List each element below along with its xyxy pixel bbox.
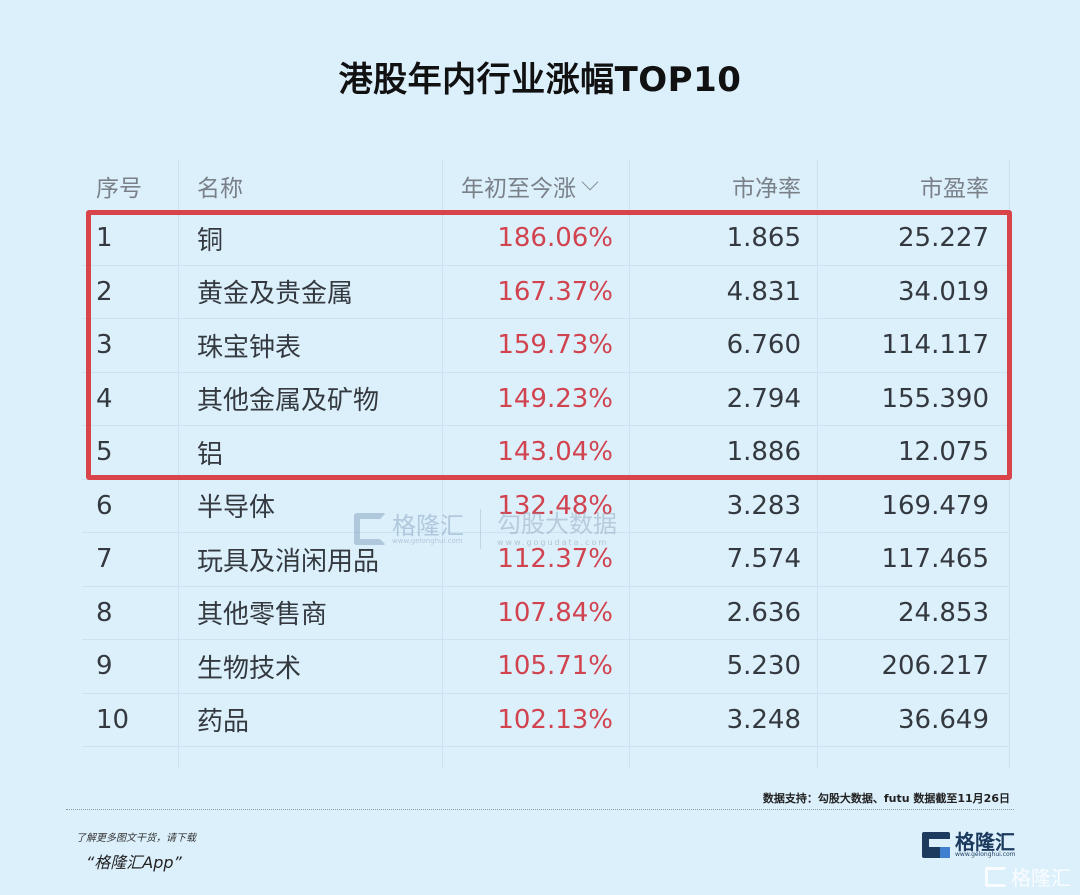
table-row[interactable]: 3 珠宝钟表 159.73% 6.760 114.117 [82,319,1010,373]
row-industry-name: 其他金属及矿物 [179,372,443,425]
promo-app-name: “格隆汇App” [86,853,182,872]
row-pb: 2.636 [630,586,818,639]
table-row[interactable]: 4 其他金属及矿物 149.23% 2.794 155.390 [82,372,1010,426]
row-pb: 6.760 [630,319,818,372]
table-row[interactable]: 8 其他零售商 107.84% 2.636 24.853 [82,586,1010,640]
row-ytd-change: 149.23% [443,372,630,425]
row-industry-name: 半导体 [179,479,443,532]
row-index: 6 [82,479,179,532]
promo-text: 了解更多图文干货，请下载 [76,833,196,844]
row-ytd-change: 102.13% [443,693,630,746]
trailer-cell [443,747,630,769]
header-name[interactable]: 名称 [179,160,443,212]
trailer-cell [630,747,818,769]
row-pb: 1.886 [630,426,818,479]
row-ytd-change: 132.48% [443,479,630,532]
row-pe: 206.217 [818,640,1010,693]
row-pe: 25.227 [818,212,1010,265]
trailer-cell [179,747,443,769]
row-pb: 5.230 [630,640,818,693]
header-pe[interactable]: 市盈率 [818,160,1010,212]
row-index: 8 [82,586,179,639]
header-pb[interactable]: 市净率 [630,160,818,212]
row-pe: 169.479 [818,479,1010,532]
header-ytd-change-label: 年初至今涨 [461,176,576,202]
header-ytd-change[interactable]: 年初至今涨 [443,160,630,212]
gelonghui-logo: 格隆汇 www.gelonghui.com [922,832,1016,858]
table-row[interactable]: 9 生物技术 105.71% 5.230 206.217 [82,640,1010,694]
row-pb: 7.574 [630,533,818,586]
row-ytd-change: 143.04% [443,426,630,479]
logo-url: www.gelonghui.com [955,851,1016,858]
row-index: 1 [82,212,179,265]
row-ytd-change: 107.84% [443,586,630,639]
row-industry-name: 生物技术 [179,640,443,693]
row-industry-name: 珠宝钟表 [179,319,443,372]
row-pb: 3.283 [630,479,818,532]
row-index: 3 [82,319,179,372]
row-ytd-change: 167.37% [443,265,630,318]
row-ytd-change: 105.71% [443,640,630,693]
ghost-watermark-logo: 格隆汇 [985,862,1071,891]
table-header-row: 序号 名称 年初至今涨 市净率 市盈率 [82,160,1010,212]
row-ytd-change: 186.06% [443,212,630,265]
row-pe: 117.465 [818,533,1010,586]
row-industry-name: 铜 [179,212,443,265]
row-pe: 34.019 [818,265,1010,318]
chevron-down-icon[interactable] [581,173,599,191]
row-pb: 1.865 [630,212,818,265]
row-industry-name: 药品 [179,693,443,746]
industry-table: 序号 名称 年初至今涨 市净率 市盈率 1 铜 186.06% 1.865 25.227… [82,160,1010,769]
row-industry-name: 铝 [179,426,443,479]
gelonghui-g-icon [922,832,950,858]
row-pb: 4.831 [630,265,818,318]
row-ytd-change: 159.73% [443,319,630,372]
row-pe: 155.390 [818,372,1010,425]
table-row[interactable]: 7 玩具及消闲用品 112.37% 7.574 117.465 [82,533,1010,587]
table-row[interactable]: 5 铝 143.04% 1.886 12.075 [82,426,1010,480]
row-pb: 3.248 [630,693,818,746]
row-index: 9 [82,640,179,693]
row-index: 2 [82,265,179,318]
table-trailer-row [82,747,1010,769]
footer-divider [66,809,1014,810]
trailer-cell [82,747,179,769]
page-title: 港股年内行业涨幅TOP10 [338,60,742,100]
row-index: 7 [82,533,179,586]
row-industry-name: 黄金及贵金属 [179,265,443,318]
table-row[interactable]: 10 药品 102.13% 3.248 36.649 [82,693,1010,747]
data-source-note: 数据支持：勾股大数据、futu 数据截至11月26日 [762,792,1010,805]
row-index: 10 [82,693,179,746]
table-row[interactable]: 2 黄金及贵金属 167.37% 4.831 34.019 [82,265,1010,319]
logo-text: 格隆汇 [955,830,1015,854]
row-pe: 36.649 [818,693,1010,746]
row-pe: 114.117 [818,319,1010,372]
table-row[interactable]: 6 半导体 132.48% 3.283 169.479 [82,479,1010,533]
trailer-cell [818,747,1010,769]
table-row[interactable]: 1 铜 186.06% 1.865 25.227 [82,212,1010,266]
gelonghui-g-outline-icon [985,866,1007,887]
ghost-logo-text: 格隆汇 [1011,866,1071,890]
row-ytd-change: 112.37% [443,533,630,586]
row-index: 5 [82,426,179,479]
header-index[interactable]: 序号 [82,160,179,212]
row-pe: 12.075 [818,426,1010,479]
row-index: 4 [82,372,179,425]
row-pe: 24.853 [818,586,1010,639]
row-industry-name: 玩具及消闲用品 [179,533,443,586]
row-pb: 2.794 [630,372,818,425]
row-industry-name: 其他零售商 [179,586,443,639]
